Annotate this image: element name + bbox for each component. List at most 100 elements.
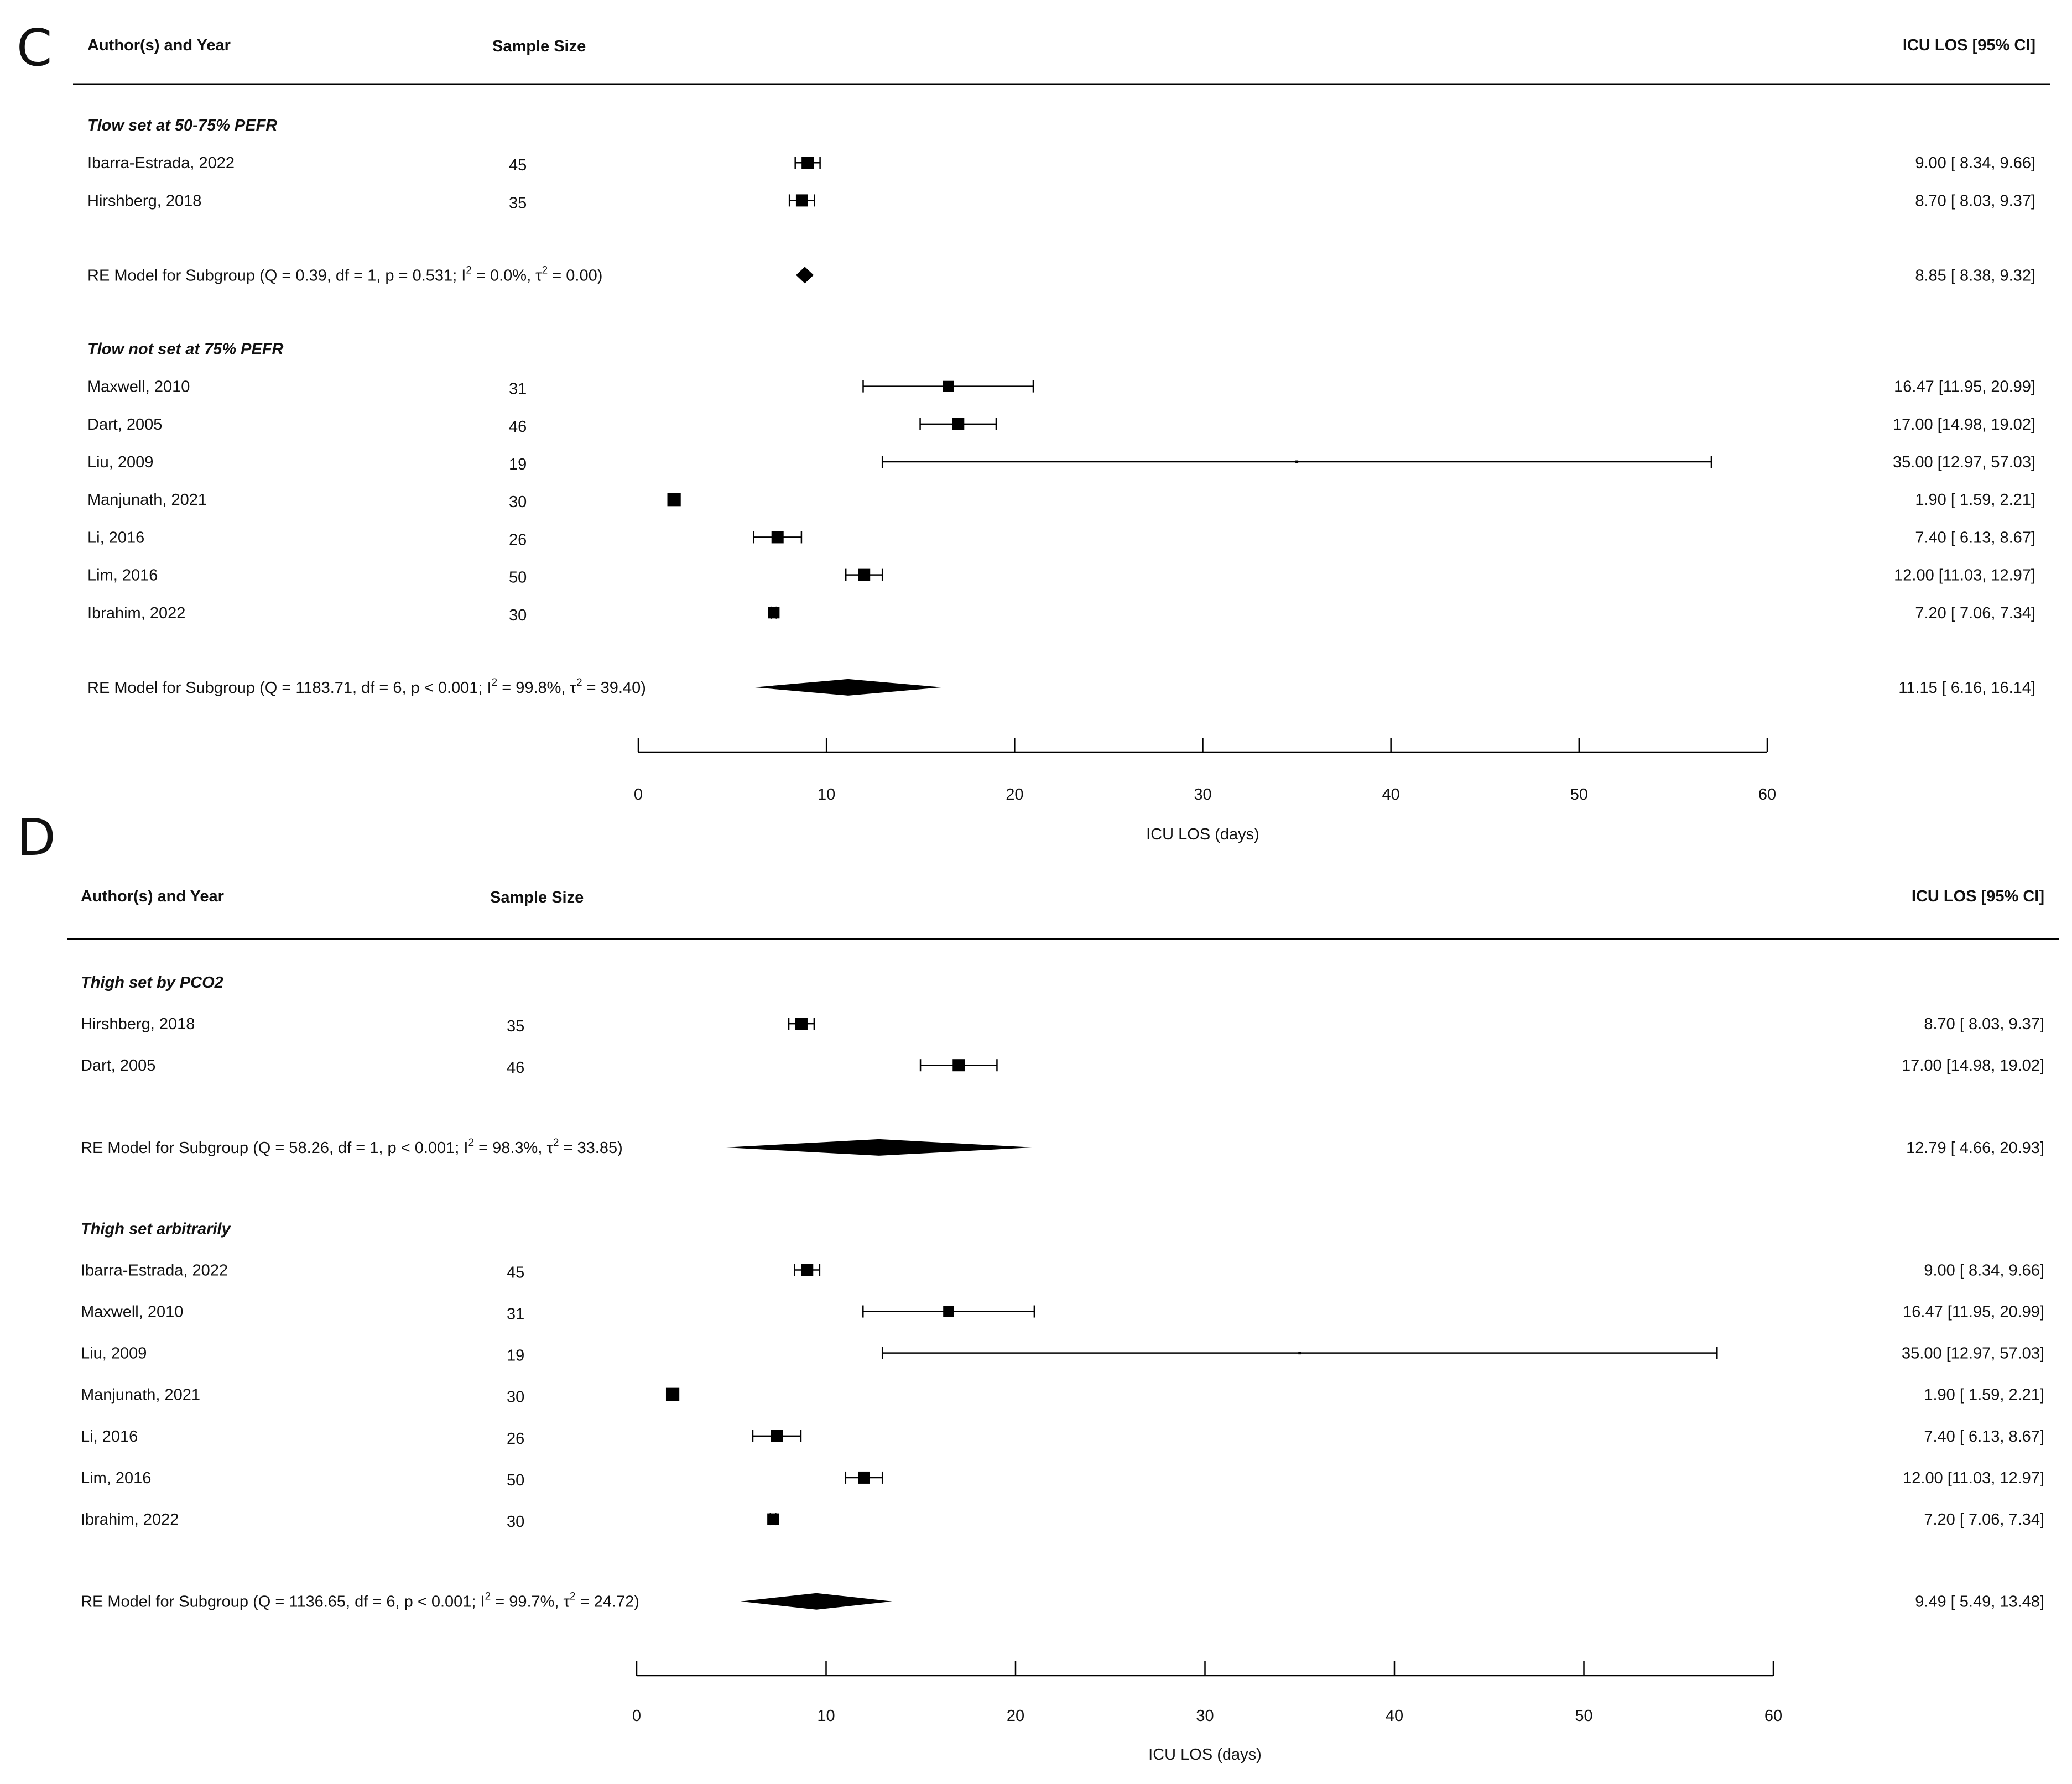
study-label: Liu, 2009 [81,1345,147,1363]
study-row: Hirshberg, 2018 35 8.70 [ 8.03, 9.37] [87,192,2035,212]
study-label: Maxwell, 2010 [87,378,190,396]
sample-size: 46 [507,1059,524,1077]
study-label: Ibrahim, 2022 [87,604,185,622]
study-row: Ibrahim, 2022 30 7.20 [ 7.06, 7.34] [81,1511,2044,1531]
point-estimate-square [952,418,965,430]
x-axis: 0 10 20 30 40 50 60 [632,1661,1782,1725]
estimate-ci-text: 7.20 [ 7.06, 7.34] [1924,1511,2044,1529]
study-row: Ibarra-Estrada, 2022 45 9.00 [ 8.34, 9.66] [87,154,2035,174]
estimate-ci-text: 7.40 [ 6.13, 8.67] [1915,529,2035,546]
study-label: Liu, 2009 [87,453,153,471]
subgroup-title: Thigh set arbitrarily [81,1220,232,1238]
estimate-ci-text: 9.00 [ 8.34, 9.66] [1924,1261,2044,1279]
x-tick-label: 60 [1764,1707,1782,1725]
point-estimate-square [665,1387,680,1401]
study-row: Liu, 2009 19 35.00 [12.97, 57.03] [81,1345,2044,1365]
study-row: Hirshberg, 2018 35 8.70 [ 8.03, 9.37] [81,1015,2044,1035]
study-row: Manjunath, 2021 30 1.90 [ 1.59, 2.21] [87,491,2035,511]
estimate-ci-text: 12.00 [11.03, 12.97] [1894,567,2035,585]
subgroup-title: Tlow set at 50-75% PEFR [87,117,277,134]
study-row: Lim, 2016 50 12.00 [11.03, 12.97] [81,1469,2044,1489]
study-row: Ibrahim, 2022 30 7.20 [ 7.06, 7.34] [87,604,2035,624]
x-tick-label: 50 [1575,1707,1592,1725]
estimate-ci-text: 17.00 [14.98, 19.02] [1902,1057,2044,1074]
estimate-ci-text: 7.40 [ 6.13, 8.67] [1924,1428,2044,1446]
estimate-ci-text: 9.00 [ 8.34, 9.66] [1915,154,2035,172]
point-estimate-square [767,1513,779,1525]
subgroup-estimate-ci-text: 9.49 [ 5.49, 13.48] [1915,1593,2044,1611]
sample-size: 31 [507,1306,524,1323]
study-label: Lim, 2016 [81,1469,151,1487]
column-header-study: Author(s) and Year [81,888,224,905]
sample-size: 19 [509,456,527,473]
panel-d: D Author(s) and Year Sample Size ICU LOS [9… [17,808,2059,1764]
point-estimate-square [943,380,954,392]
point-estimate-square [801,1264,814,1276]
estimate-ci-text: 35.00 [12.97, 57.03] [1902,1345,2044,1363]
subgroup-model-row: RE Model for Subgroup (Q = 1183.71, df =… [87,677,2035,697]
study-label: Lim, 2016 [87,567,158,585]
panel-letter: D [17,808,56,867]
estimate-ci-text: 1.90 [ 1.59, 2.21] [1924,1386,2044,1404]
subgroup-model-row: RE Model for Subgroup (Q = 1136.65, df =… [81,1591,2044,1611]
x-tick-label: 60 [1758,786,1776,804]
point-estimate-square [795,1018,808,1030]
point-estimate-square [768,607,780,619]
point-estimate-square [667,493,681,507]
point-estimate-square [858,568,871,581]
study-label: Ibrahim, 2022 [81,1511,179,1529]
sample-size: 50 [509,569,527,587]
summary-diamond [725,1139,1033,1156]
study-label: Hirshberg, 2018 [81,1015,195,1033]
study-label: Li, 2016 [81,1428,138,1446]
study-label: Ibarra-Estrada, 2022 [81,1261,228,1279]
study-label: Dart, 2005 [81,1057,155,1074]
x-tick-label: 0 [634,786,643,804]
x-tick-label: 20 [1006,786,1023,804]
sample-size: 45 [507,1264,524,1281]
x-tick-label: 40 [1382,786,1400,804]
panel-letter: C [17,18,52,77]
point-estimate-square [943,1306,954,1317]
study-label: Ibarra-Estrada, 2022 [87,154,235,172]
subgroup-model-label: RE Model for Subgroup (Q = 1183.71, df =… [87,677,646,697]
point-estimate-square [1295,460,1299,463]
subgroup-model-row: RE Model for Subgroup (Q = 58.26, df = 1… [81,1137,2044,1157]
sample-size: 26 [507,1430,524,1448]
estimate-ci-text: 8.70 [ 8.03, 9.37] [1915,192,2035,210]
estimate-ci-text: 7.20 [ 7.06, 7.34] [1915,604,2035,622]
point-estimate-square [795,194,808,207]
study-label: Hirshberg, 2018 [87,192,201,210]
point-estimate-square [801,157,814,169]
study-row: Liu, 2009 19 35.00 [12.97, 57.03] [87,453,2035,473]
summary-diamond [754,679,943,696]
study-row: Dart, 2005 46 17.00 [14.98, 19.02] [87,416,2035,436]
study-label: Dart, 2005 [87,416,162,434]
study-label: Manjunath, 2021 [87,491,207,509]
summary-diamond [741,1593,892,1610]
study-row: Ibarra-Estrada, 2022 45 9.00 [ 8.34, 9.66] [81,1261,2044,1281]
sample-size: 35 [507,1018,524,1035]
column-header-estimate: ICU LOS [95% CI] [1903,36,2035,54]
subgroup-estimate-ci-text: 11.15 [ 6.16, 16.14] [1898,679,2035,697]
subgroup-model-label: RE Model for Subgroup (Q = 1136.65, df =… [81,1591,639,1611]
sample-size: 30 [509,493,527,511]
study-row: Lim, 2016 50 12.00 [11.03, 12.97] [87,567,2035,587]
estimate-ci-text: 17.00 [14.98, 19.02] [1893,416,2035,434]
study-row: Manjunath, 2021 30 1.90 [ 1.59, 2.21] [81,1386,2044,1406]
x-tick-label: 50 [1570,786,1588,804]
sample-size: 30 [507,1513,524,1531]
subgroup-title: Tlow not set at 75% PEFR [87,340,284,358]
sample-size: 35 [509,194,527,212]
x-tick-label: 20 [1007,1707,1024,1725]
subgroup-estimate-ci-text: 8.85 [ 8.38, 9.32] [1915,267,2035,284]
column-header-sample-size: Sample Size [492,38,586,55]
study-label: Li, 2016 [87,529,144,546]
point-estimate-square [858,1471,870,1484]
estimate-ci-text: 35.00 [12.97, 57.03] [1893,453,2035,471]
x-tick-label: 10 [818,786,835,804]
sample-size: 19 [507,1347,524,1365]
subgroup-estimate-ci-text: 12.79 [ 4.66, 20.93] [1906,1139,2044,1157]
x-axis-label: ICU LOS (days) [1148,1746,1262,1764]
